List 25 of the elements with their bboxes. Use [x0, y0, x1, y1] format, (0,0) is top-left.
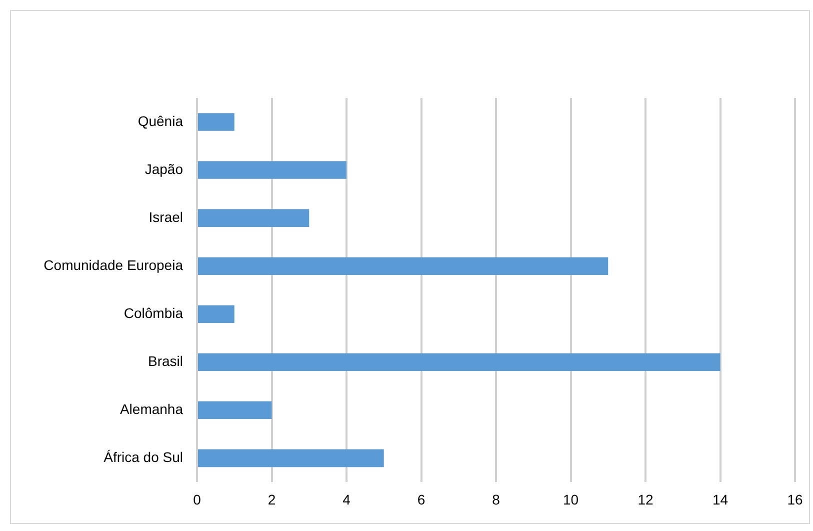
bar — [198, 305, 234, 323]
y-tick-label: Quênia — [138, 112, 184, 129]
y-tick-label: África do Sul — [104, 449, 183, 466]
y-tick-label: Israel — [148, 208, 183, 225]
bar — [198, 113, 234, 131]
x-tick-label: 10 — [562, 491, 579, 508]
bar — [198, 353, 720, 372]
bar — [198, 209, 310, 227]
bar — [198, 257, 608, 275]
y-tick-label: Japão — [144, 160, 184, 177]
x-tick-label: 2 — [268, 491, 276, 508]
y-tick-label: Colômbia — [124, 304, 184, 321]
x-tick-label: 14 — [712, 491, 728, 508]
bar — [198, 449, 384, 468]
x-tick-label: 4 — [342, 491, 351, 508]
bar — [198, 161, 346, 179]
x-tick-label: 8 — [492, 491, 500, 508]
x-tick-label: 0 — [193, 491, 202, 508]
y-tick-label: Alemanha — [120, 401, 184, 418]
y-tick-label: Brasil — [148, 352, 183, 369]
x-tick-label: 12 — [638, 491, 654, 508]
bar — [198, 401, 272, 420]
y-tick-label: Comunidade Europeia — [44, 256, 184, 273]
x-tick-label: 6 — [417, 491, 426, 508]
x-tick-label: 16 — [787, 491, 803, 508]
